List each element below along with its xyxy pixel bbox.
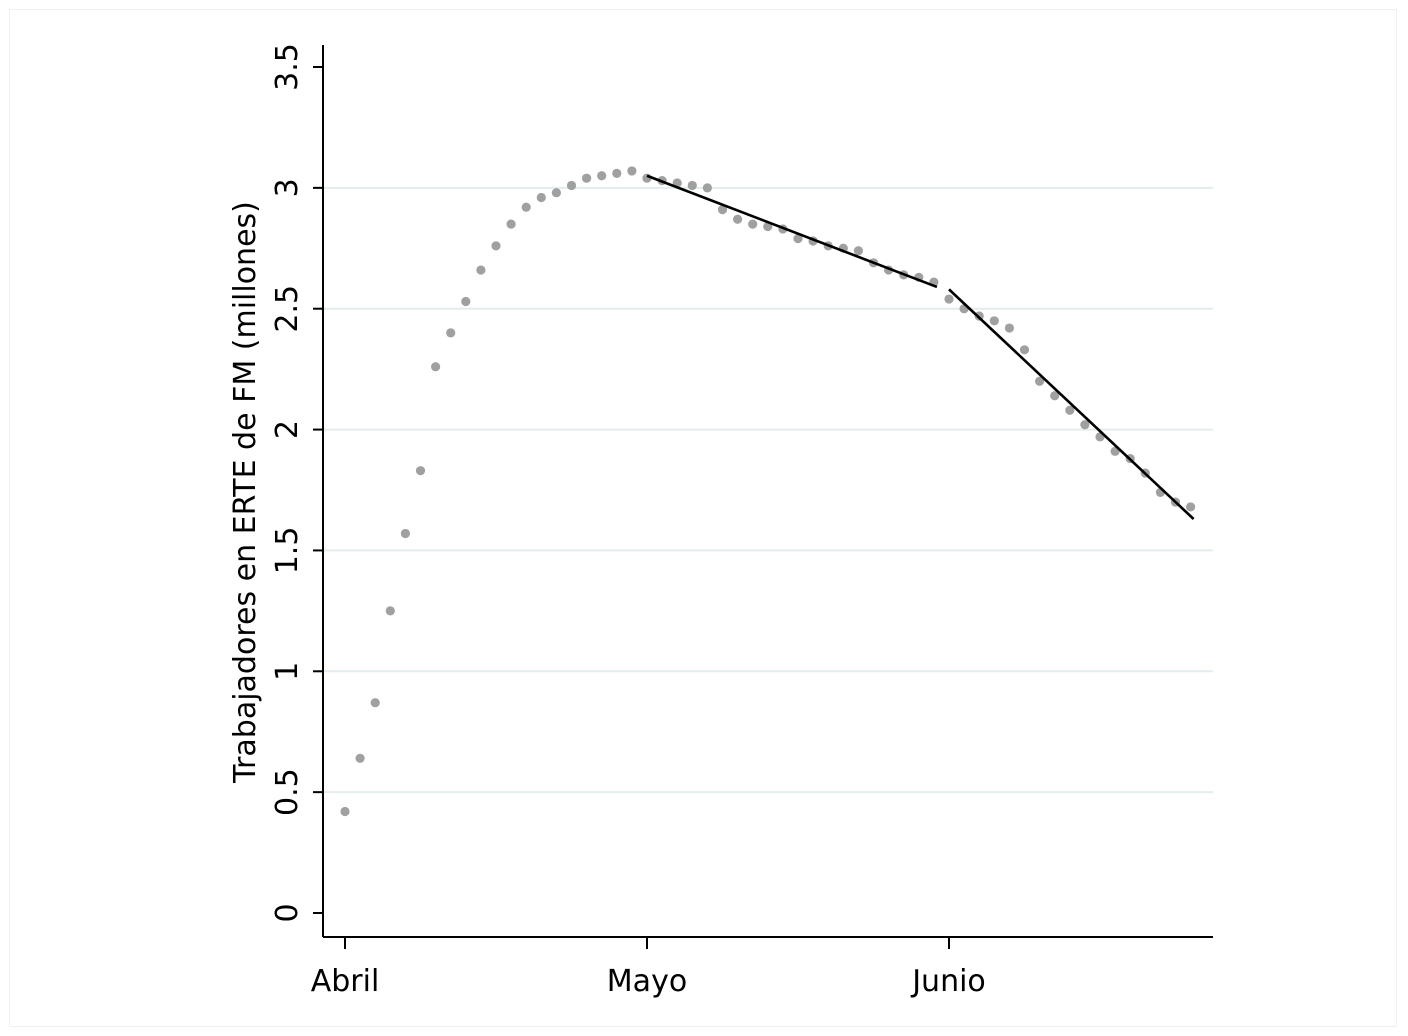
data-point-48 xyxy=(1065,405,1075,415)
data-point-5 xyxy=(415,466,426,476)
data-point-10 xyxy=(491,241,501,251)
y-tick-label-3: 1.5 xyxy=(270,527,305,575)
data-point-15 xyxy=(566,180,577,191)
data-point-49 xyxy=(1080,420,1090,430)
data-point-11 xyxy=(506,219,516,229)
y-tick-label-0: 0 xyxy=(270,903,305,922)
y-tick-label-1: 0.5 xyxy=(270,768,305,816)
data-point-56 xyxy=(1186,502,1196,512)
data-point-16 xyxy=(582,173,592,183)
data-point-45 xyxy=(1019,345,1030,355)
data-point-4 xyxy=(400,528,410,539)
trend-line-1 xyxy=(646,174,938,289)
y-tick-label-6: 3 xyxy=(270,178,305,197)
y-tick-label-5: 2.5 xyxy=(270,285,305,333)
y-tick-label-2: 1 xyxy=(270,662,305,681)
data-point-47 xyxy=(1050,391,1060,401)
y-tick-label-7: 3.5 xyxy=(270,43,305,91)
y-tick-label-4: 2 xyxy=(270,420,305,439)
gridlines xyxy=(323,186,1213,794)
data-point-17 xyxy=(597,171,607,181)
data-point-6 xyxy=(431,362,441,372)
data-point-30 xyxy=(793,234,803,244)
data-point-14 xyxy=(551,188,562,198)
data-point-27 xyxy=(748,219,758,229)
x-tick-label-0: Abril xyxy=(311,964,380,999)
data-point-12 xyxy=(521,202,531,212)
data-point-3 xyxy=(385,606,395,616)
data-point-46 xyxy=(1035,376,1045,386)
x-tick-label-2: Junio xyxy=(910,964,986,999)
axes xyxy=(322,45,1213,938)
data-point-34 xyxy=(853,246,864,256)
x-tick-label-1: Mayo xyxy=(607,964,687,999)
data-point-25 xyxy=(717,205,728,215)
data-point-9 xyxy=(476,265,486,275)
data-point-19 xyxy=(627,166,637,176)
data-point-7 xyxy=(446,328,456,338)
data-point-2 xyxy=(370,698,380,708)
series xyxy=(340,166,1196,817)
data-point-0 xyxy=(340,806,350,817)
data-point-40 xyxy=(944,294,954,304)
chart-frame xyxy=(9,9,1397,1027)
data-point-18 xyxy=(612,168,622,178)
data-point-43 xyxy=(989,316,999,326)
data-point-26 xyxy=(733,214,743,224)
y-axis-title: Trabajadores en ERTE de FM (millones) xyxy=(228,201,263,784)
data-point-44 xyxy=(1004,323,1015,333)
data-point-13 xyxy=(536,192,546,203)
data-point-24 xyxy=(702,183,713,193)
data-point-23 xyxy=(687,180,697,191)
data-point-1 xyxy=(355,753,365,763)
data-point-8 xyxy=(461,296,471,307)
ticks: 0 0.5 1 1.5 2 2.5 3 3.5 Abril Mayo Junio xyxy=(270,43,986,999)
trend-line-2 xyxy=(948,288,1195,520)
